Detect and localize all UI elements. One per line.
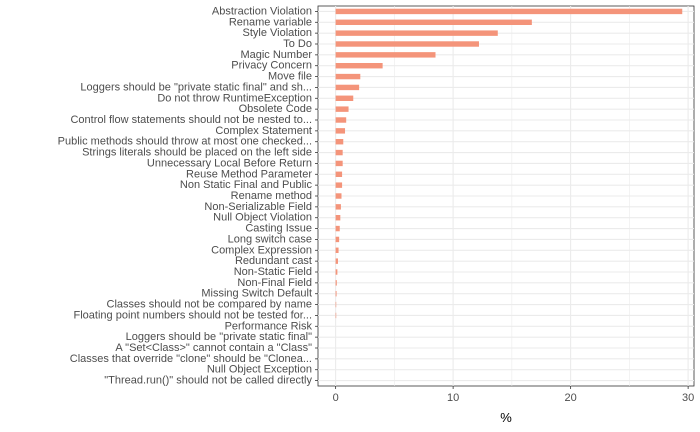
category-label: Classes should not be compared by name [107, 299, 312, 311]
bar [335, 52, 436, 58]
bar [335, 236, 340, 243]
bar [335, 73, 361, 80]
bar [335, 204, 341, 210]
bar [335, 41, 479, 47]
category-label: Long switch case [228, 233, 312, 245]
category-label: To Do [283, 38, 312, 50]
bar [335, 30, 498, 36]
x-tick-label: 20 [565, 392, 577, 404]
bar [335, 312, 337, 319]
category-label: Privacy Concern [231, 60, 312, 72]
category-label: Classes that override "clone" should be … [70, 353, 312, 365]
category-label: Public methods should throw at most one … [58, 136, 312, 148]
x-tick-label: 30 [682, 392, 694, 404]
bar [335, 84, 360, 91]
category-label: Floating point numbers should not be tes… [74, 309, 312, 321]
category-label: Unnecessary Local Before Return [147, 157, 312, 169]
bar [335, 291, 337, 297]
category-label: Null Object Violation [213, 212, 312, 224]
category-label: Redundant cast [235, 255, 312, 267]
category-label: Complex Statement [215, 125, 312, 137]
bar [335, 8, 683, 15]
bar [335, 301, 337, 308]
category-label: Performance Risk [225, 320, 313, 332]
category-label: Style Violation [242, 27, 312, 39]
category-label: Magic Number [240, 49, 312, 61]
category-label: Non-Final Field [237, 277, 312, 289]
category-label: Obsolete Code [239, 103, 312, 115]
category-label: A "Set<Class>" cannot contain a "Class" [115, 342, 312, 354]
bar [335, 193, 342, 199]
bar [335, 280, 337, 286]
x-axis-ticks: 0 10 20 30 [333, 386, 694, 404]
bar [335, 258, 338, 264]
bar [335, 117, 347, 123]
category-label: Strings literals should be placed on the… [82, 147, 312, 159]
bar [335, 160, 343, 167]
bars [335, 8, 683, 319]
bar [335, 269, 338, 275]
category-label: Loggers should be "private static final" [126, 331, 312, 343]
category-label: Complex Expression [211, 244, 312, 256]
bar [335, 139, 344, 145]
category-label: Reuse Method Parameter [186, 168, 312, 180]
category-label: Non Static Final and Public [180, 179, 313, 191]
category-label: Non-Serializable Field [204, 201, 312, 213]
x-axis-title: % [500, 410, 512, 425]
x-tick-label: 10 [447, 392, 459, 404]
bar [335, 215, 341, 221]
bar [335, 247, 339, 253]
bar [335, 225, 340, 232]
category-label: "Thread.run()" should not be called dire… [104, 375, 312, 387]
category-label: Missing Switch Default [201, 288, 312, 300]
category-label: Rename variable [229, 16, 312, 28]
bar [335, 128, 346, 134]
bar [335, 95, 354, 101]
category-label: Null Object Exception [207, 364, 312, 376]
category-label: Casting Issue [245, 223, 312, 235]
category-label: Move file [268, 71, 312, 83]
bar [335, 19, 532, 25]
category-label: Loggers should be "private static final"… [80, 81, 312, 93]
category-label: Rename method [231, 190, 312, 202]
bar [335, 63, 383, 69]
category-label: Control flow statements should not be ne… [70, 114, 312, 126]
category-label: Abstraction Violation [212, 5, 312, 17]
bar [335, 149, 343, 156]
bar [335, 182, 343, 188]
category-label: Do not throw RuntimeException [157, 92, 312, 104]
category-label: Non-Static Field [234, 266, 312, 278]
bar [335, 171, 343, 177]
x-tick-label: 0 [333, 392, 339, 404]
bar [335, 106, 349, 112]
